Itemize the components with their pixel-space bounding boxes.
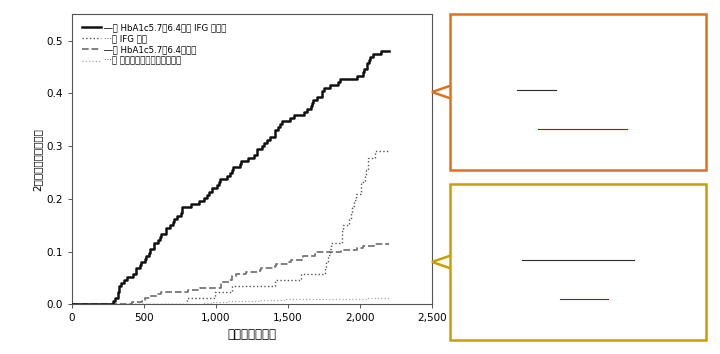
Text: のどちらか片方のみ当てはまる人は: のどちらか片方のみ当てはまる人は [528,251,628,261]
Text: 糖尿病発症リスク: 糖尿病発症リスク [504,287,560,299]
Text: の両方当てはまる人は: の両方当てはまる人は [544,81,611,91]
X-axis label: 観察日数（日）: 観察日数（日） [228,328,276,341]
Text: 糖尿病発症リスク: 糖尿病発症リスク [482,117,538,130]
Text: HbA1c5.7～6.7%: HbA1c5.7～6.7% [534,223,622,233]
Text: 約6倍: 約6倍 [560,287,581,299]
Text: HbA1c5.7～6.7%: HbA1c5.7～6.7% [534,53,622,63]
Y-axis label: 2型糖尿病累積発症率: 2型糖尿病累積発症率 [32,128,42,191]
Text: 約 32倍: 約 32倍 [538,117,571,130]
Text: 空腹時血糖値 100～125mg/dl、: 空腹時血糖値 100～125mg/dl、 [513,198,643,208]
Legend: ―： HbA1c5.7～6.4％と IFG の両方, ···： IFG のみ, ―： HbA1c5.7～6.4％のみ, ···： いずれもなし（正常血糖）: ―： HbA1c5.7～6.4％と IFG の両方, ···： IFG のみ, … [80,21,228,67]
Text: 空腹時血糖値 100～125mg/dl、: 空腹時血糖値 100～125mg/dl、 [513,28,643,38]
